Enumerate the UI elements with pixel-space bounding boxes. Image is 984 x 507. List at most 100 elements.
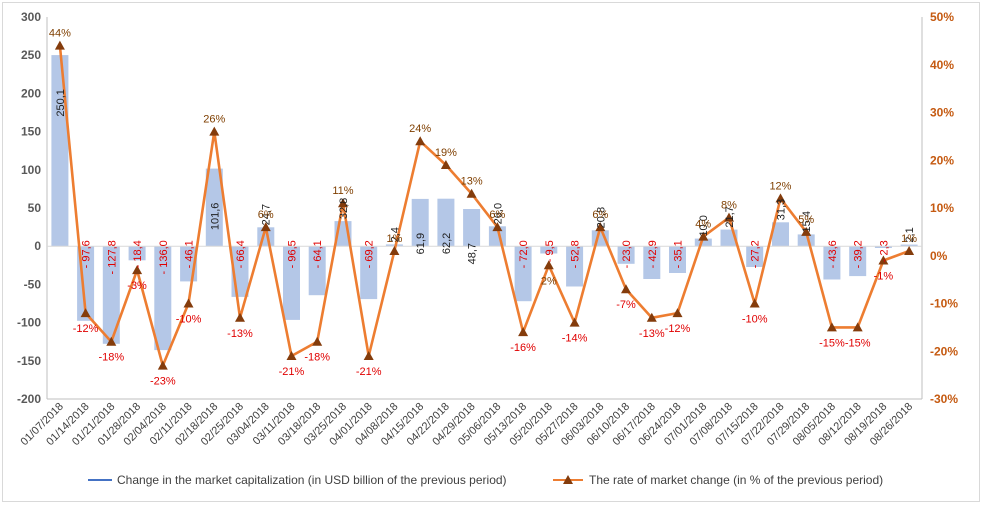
rate-marker-2 [106,336,117,346]
y-right-tick: 30% [930,106,954,120]
y-right-tick: -30% [930,392,958,406]
rate-label-30: -15% [819,337,845,349]
bar-label-14: 61,9 [415,233,427,254]
bar-label-4: - 136,0 [158,240,170,274]
legend-line-label: The rate of market change (in % of the p… [589,473,883,487]
rate-marker-27 [749,298,760,308]
bar-10 [308,246,326,296]
rate-label-16: 13% [461,176,483,188]
rate-label-2: -18% [98,352,124,364]
rate-marker-3 [132,265,143,275]
y-right-tick: 50% [930,10,954,24]
rate-label-17: 6% [489,209,505,221]
rate-marker-0 [54,40,65,50]
bar-label-5: - 46,1 [184,240,196,268]
rate-label-20: -14% [562,333,588,345]
rate-label-31: -15% [845,337,871,349]
bar-label-29: 15,4 [801,211,813,232]
rate-marker-33 [904,246,915,255]
y-left-tick: 300 [21,10,41,24]
rate-marker-25 [698,231,709,241]
bar-12 [360,246,378,300]
y-left-tick: 100 [21,163,41,177]
rate-marker-23 [646,312,657,322]
bar-label-1: - 97,6 [81,240,93,268]
rate-marker-28 [775,193,786,203]
rate-marker-24 [672,308,683,318]
rate-label-21: 6% [592,209,608,221]
bar-30 [823,246,841,280]
bar-19 [540,246,558,254]
rate-label-0: 44% [49,28,71,40]
y-right-tick: 0% [930,249,948,263]
bar-27 [746,246,764,267]
legend: Change in the market capitalization (in … [88,473,883,487]
rate-marker-20 [569,317,580,327]
rate-marker-11 [338,198,348,208]
bar-29 [797,234,815,247]
rate-marker-7 [235,312,245,322]
y-left-tick: 150 [21,125,41,139]
rate-label-29: 5% [798,214,814,226]
rate-marker-8 [260,222,271,232]
rate-marker-9 [286,351,297,360]
bar-31 [849,246,867,277]
rate-marker-30 [826,322,837,332]
bar-18 [514,246,532,302]
bar-label-33: 2,1 [904,227,916,242]
y-left-tick: 200 [21,86,41,100]
bar-3 [128,246,146,261]
rate-marker-18 [518,327,529,337]
bar-label-18: - 72,0 [518,240,530,268]
bar-label-10: - 64,1 [312,240,324,268]
rate-marker-12 [363,351,374,360]
rate-label-32: -1% [874,271,894,283]
rate-marker-31 [852,322,863,332]
rate-label-18: -16% [510,342,536,354]
rate-marker-15 [440,160,451,169]
bar-16 [463,209,481,247]
rate-label-12: -21% [356,366,382,378]
bar-14 [411,198,429,247]
bar-24 [669,246,686,273]
y-left-tick: -200 [17,392,41,406]
bar-label-13: 2,4 [389,227,401,242]
y-left-tick: -50 [24,277,42,291]
bar-label-3: - 18,4 [132,240,144,268]
bar-0 [51,55,69,247]
rate-label-19: 2% [541,275,557,287]
rate-label-5: -10% [176,314,202,326]
bar-4 [154,246,172,351]
y-right-tick: 10% [930,201,954,215]
y-left-tick: -150 [17,354,41,368]
rate-marker-10 [312,336,323,346]
bar-label-27: - 27,2 [750,240,762,268]
rate-label-28: 12% [769,180,791,192]
rate-label-15: 19% [435,147,457,159]
rate-label-24: -12% [665,323,691,335]
bar-label-28: 31,3 [775,199,787,220]
y-left-tick: 0 [34,239,41,253]
rate-marker-17 [492,222,503,232]
bar-label-15: 62,2 [441,233,453,254]
bar-13 [385,244,403,247]
bar-15 [437,198,455,247]
rate-marker-22 [621,284,631,294]
rate-marker-13 [389,246,400,255]
y-right-tick: -20% [930,344,958,358]
bar-label-12: - 69,2 [364,240,376,268]
bar-label-9: - 96,5 [286,240,298,268]
y-left-tick: 250 [21,48,41,62]
bar-9 [283,246,300,320]
bar-label-25: 10,0 [698,215,710,236]
rate-marker-21 [595,222,606,232]
rate-marker-1 [80,308,91,318]
y-right-tick: -10% [930,297,958,311]
rate-label-22: -7% [616,299,636,311]
bar-label-19: - 9,5 [544,240,556,262]
rate-label-14: 24% [409,123,431,135]
bar-28 [772,222,789,247]
rate-label-26: 8% [721,200,737,212]
rate-marker-6 [209,126,220,136]
